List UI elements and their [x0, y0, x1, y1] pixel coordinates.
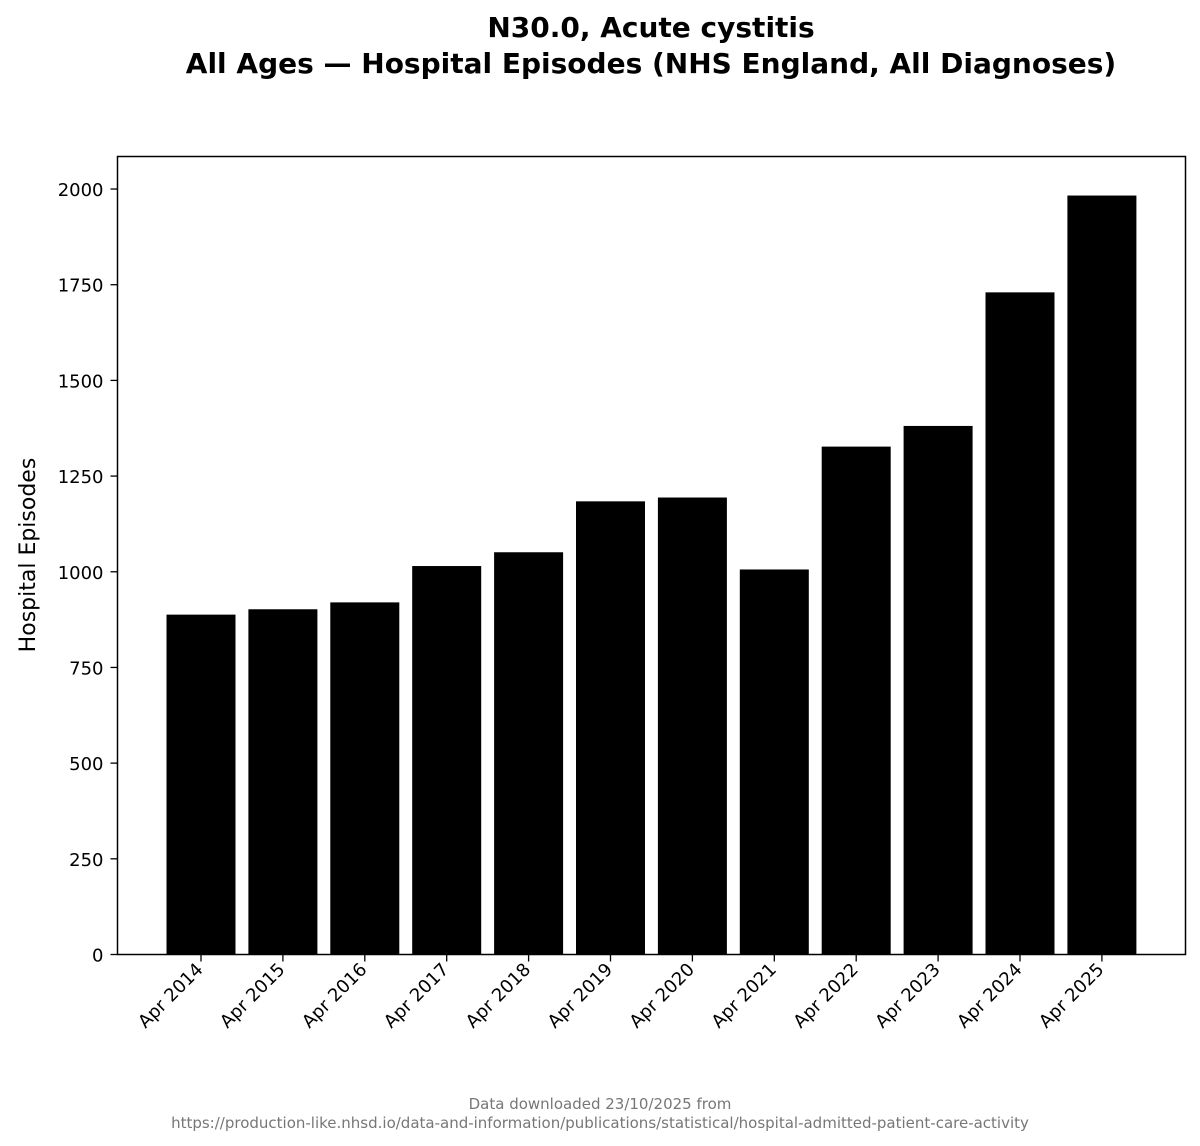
bar: [739, 569, 809, 955]
chart-title-line-1: N30.0, Acute cystitis: [487, 11, 815, 44]
y-axis-label: Hospital Episodes: [16, 458, 41, 653]
x-tick-label: Apr 2025: [1035, 959, 1108, 1032]
bar: [657, 497, 727, 955]
y-tick-label: 0: [92, 946, 103, 967]
chart-title-line-2: All Ages — Hospital Episodes (NHS Englan…: [185, 47, 1117, 80]
bar: [412, 566, 482, 955]
bar: [248, 609, 318, 955]
x-tick-label: Apr 2016: [298, 959, 371, 1032]
bars-group: [166, 195, 1137, 955]
bar: [821, 446, 891, 955]
y-tick-label: 750: [69, 658, 103, 679]
x-tick-label: Apr 2021: [708, 959, 781, 1032]
chart-title: N30.0, Acute cystitis All Ages — Hospita…: [0, 10, 1200, 82]
bar: [903, 425, 973, 955]
bar: [576, 501, 645, 955]
source-footer: Data downloaded 23/10/2025 from https://…: [0, 1095, 1200, 1133]
x-tick-label: Apr 2020: [626, 959, 699, 1032]
x-tick-label: Apr 2024: [953, 959, 1026, 1032]
y-tick-label: 500: [69, 754, 103, 775]
x-tick-label: Apr 2017: [380, 959, 453, 1032]
y-tick-label: 250: [69, 850, 103, 871]
bar: [985, 292, 1055, 955]
x-tick-label: Apr 2018: [462, 959, 535, 1032]
bar: [1067, 195, 1137, 955]
x-tick-label: Apr 2023: [871, 959, 944, 1032]
y-tick-label: 1250: [58, 467, 104, 488]
y-tick-label: 1750: [58, 276, 104, 297]
x-tick-label: Apr 2019: [544, 959, 617, 1032]
bar: [494, 552, 564, 955]
x-axis: Apr 2014 Apr 2015 Apr 2016 Apr 2017 Apr 2018…: [134, 954, 1108, 1032]
plot-frame: [116, 155, 1187, 956]
x-tick-label: Apr 2022: [789, 959, 862, 1032]
y-axis: 0 250 500 750 1000 1250 1500 1750 2000: [58, 180, 118, 967]
bar: [166, 614, 236, 955]
footer-line-1: Data downloaded 23/10/2025 from: [468, 1095, 732, 1113]
y-tick-label: 1500: [58, 371, 104, 392]
footer-line-2: https://production-like.nhsd.io/data-and…: [171, 1114, 1029, 1132]
y-tick-label: 1000: [58, 563, 104, 584]
x-tick-label: Apr 2014: [134, 959, 207, 1032]
y-tick-label: 2000: [58, 180, 104, 201]
bar: [330, 602, 400, 955]
x-tick-label: Apr 2015: [216, 959, 289, 1032]
